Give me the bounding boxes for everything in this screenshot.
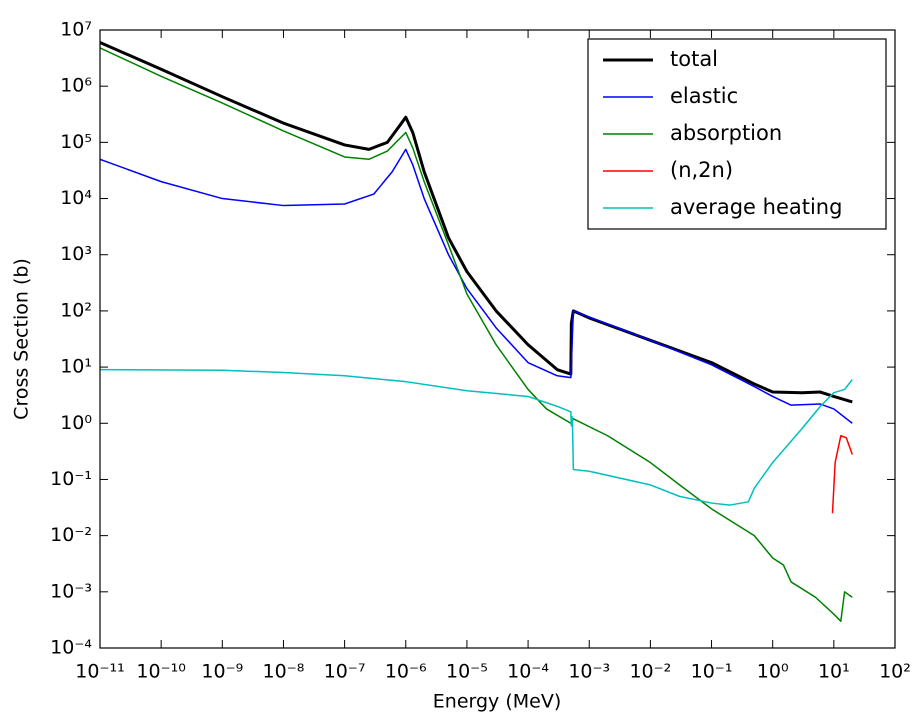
legend-label: (n,2n) <box>670 158 733 182</box>
x-tick-label: 10⁻² <box>629 661 671 683</box>
line-series <box>100 148 853 424</box>
y-tick-label: 10⁻¹ <box>50 468 92 490</box>
line-series <box>100 47 853 622</box>
x-tick-label: 10⁻⁷ <box>324 661 366 683</box>
y-tick-label: 10¹ <box>60 356 92 378</box>
plot-frame <box>99 29 896 649</box>
y-tick-label: 10⁴ <box>60 187 92 209</box>
line-series <box>100 368 853 506</box>
x-tick-label: 10⁻⁴ <box>507 661 549 683</box>
line-series <box>831 434 853 514</box>
y-tick-label: 10² <box>60 299 92 321</box>
x-tick-label: 10⁻³ <box>568 661 610 683</box>
x-tick-label: 10⁻¹¹ <box>75 661 124 683</box>
x-axis-label: Energy (MeV) <box>433 691 561 713</box>
y-tick-label: 10³ <box>60 243 92 265</box>
line-series <box>100 41 853 404</box>
x-tick-label: 10⁻⁸ <box>263 661 305 683</box>
legend-label: total <box>670 47 718 71</box>
y-tick-label: 10⁵ <box>60 131 92 153</box>
x-tick-label: 10⁻⁹ <box>201 661 243 683</box>
x-tick-label: 10⁻¹ <box>691 661 733 683</box>
y-tick-label: 10⁻² <box>50 524 92 546</box>
legend-label: elastic <box>670 84 738 108</box>
x-tick-label: 10⁻⁵ <box>446 661 488 683</box>
x-tick-label: 10² <box>879 661 911 683</box>
y-tick-label: 10⁶ <box>60 75 92 97</box>
legend-label: absorption <box>670 121 782 145</box>
y-tick-label: 10⁰ <box>60 412 92 434</box>
x-tick-label: 10¹ <box>818 661 850 683</box>
x-tick-label: 10⁻¹⁰ <box>136 661 185 683</box>
y-tick-label: 10⁻³ <box>50 580 92 602</box>
x-tick-label: 10⁻⁶ <box>385 661 427 683</box>
y-tick-label: 10⁻⁴ <box>50 637 92 659</box>
x-tick-label: 10⁰ <box>757 661 789 683</box>
legend-label: average heating <box>670 195 842 219</box>
y-tick-label: 10⁷ <box>60 19 92 41</box>
y-axis-label: Cross Section (b) <box>11 258 33 420</box>
